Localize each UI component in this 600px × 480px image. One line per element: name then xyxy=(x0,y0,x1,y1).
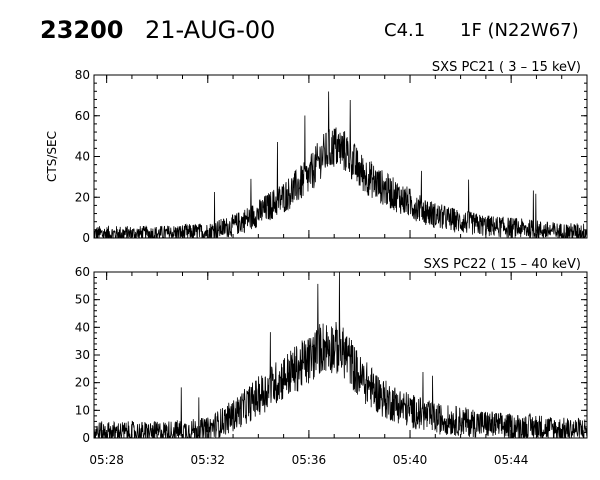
goes-class: C4.1 xyxy=(384,20,426,41)
y-tick-label: 60 xyxy=(75,109,90,123)
y-tick-label: 50 xyxy=(75,293,90,307)
event-date: 21-AUG-00 xyxy=(145,16,276,44)
y-tick-label: 20 xyxy=(75,190,90,204)
x-tick-label: 05:28 xyxy=(89,453,124,467)
y-tick-label: 80 xyxy=(75,68,90,82)
y-tick-label: 20 xyxy=(75,376,90,390)
event-id: 23200 xyxy=(40,16,124,44)
panel-title-1: SXS PC21 ( 3 – 15 keV) xyxy=(432,60,581,75)
y-tick-label: 60 xyxy=(75,265,90,279)
y-tick-label: 40 xyxy=(75,150,90,164)
lightcurve-series-2-1 xyxy=(93,271,588,439)
y-tick-label: 30 xyxy=(75,348,90,362)
y-tick-label: 0 xyxy=(82,231,90,245)
x-tick-label: 05:32 xyxy=(190,453,225,467)
y-axis-label: CTS/SEC xyxy=(45,131,59,182)
y-tick-label: 10 xyxy=(75,403,90,417)
x-tick-label: 05:40 xyxy=(393,453,428,467)
x-tick-label: 05:44 xyxy=(494,453,529,467)
flare-importance-location: 1F (N22W67) xyxy=(460,20,579,41)
lightcurve-series-1-1 xyxy=(93,91,588,239)
panel-title-2: SXS PC22 ( 15 – 40 keV) xyxy=(424,257,581,272)
y-tick-label: 40 xyxy=(75,320,90,334)
x-tick-label: 05:36 xyxy=(292,453,327,467)
y-tick-label: 0 xyxy=(82,431,90,445)
